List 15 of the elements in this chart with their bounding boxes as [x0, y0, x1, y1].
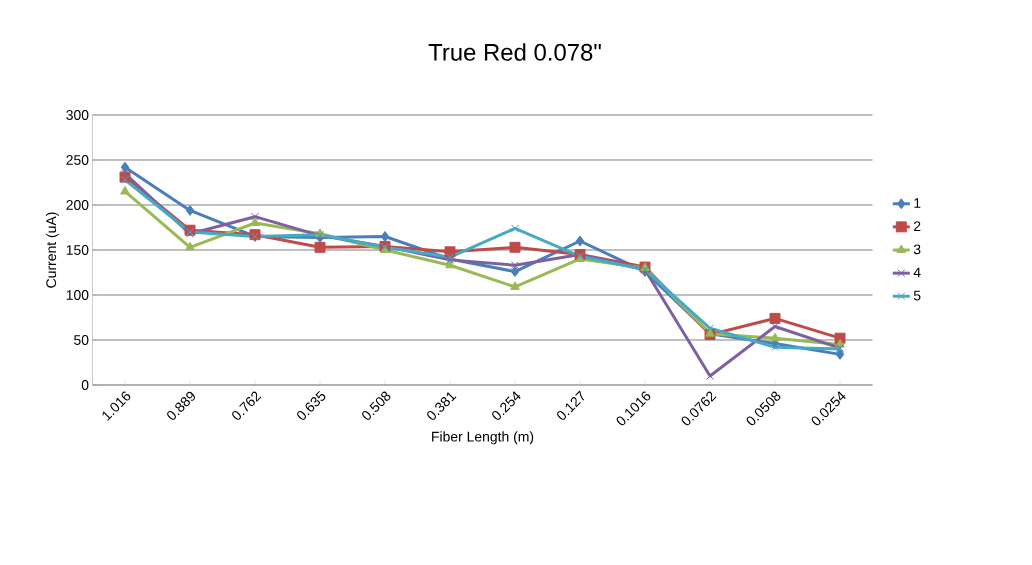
legend-label: 4: [913, 267, 921, 278]
y-axis-title: Current (uA): [45, 212, 59, 288]
y-tick-label: 300: [66, 110, 89, 120]
y-tick-label: 0: [81, 380, 89, 390]
y-tick-label: 250: [66, 155, 89, 165]
legend-label: 5: [913, 290, 921, 301]
x-axis-title: Fiber Length (m): [432, 431, 534, 445]
y-tick-label: 100: [66, 290, 89, 300]
legend-label: 3: [913, 244, 921, 255]
y-tick-label: 50: [74, 335, 89, 345]
legend-label: 2: [914, 221, 921, 231]
chart-title: True Red 0.078": [428, 43, 601, 61]
legend-label: 1: [914, 198, 921, 208]
y-tick-label: 200: [66, 200, 89, 210]
y-tick-label: 150: [66, 245, 89, 255]
